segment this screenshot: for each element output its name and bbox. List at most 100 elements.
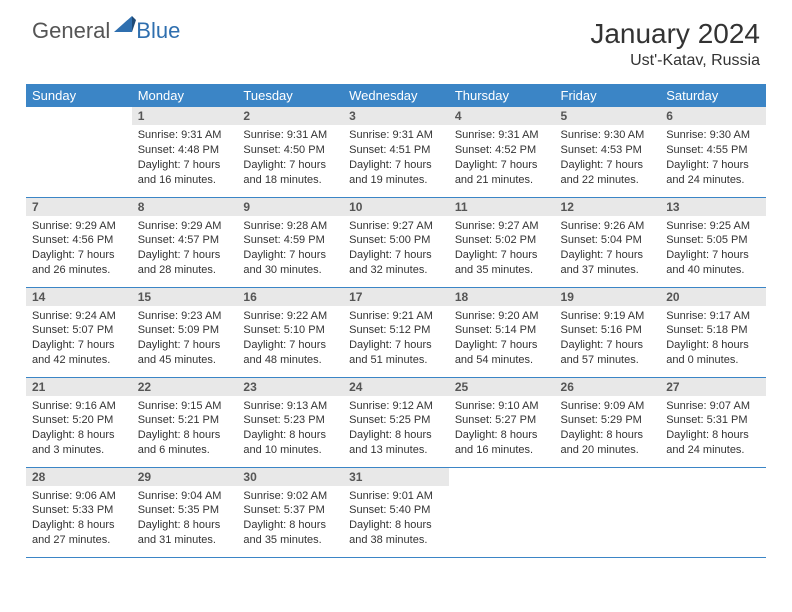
weekday-header: Saturday: [660, 84, 766, 107]
weekday-header: Wednesday: [343, 84, 449, 107]
day-content: Sunrise: 9:17 AMSunset: 5:18 PMDaylight:…: [660, 306, 766, 371]
logo-text-blue: Blue: [136, 18, 180, 44]
calendar-cell: 1Sunrise: 9:31 AMSunset: 4:48 PMDaylight…: [132, 107, 238, 197]
day-number: 1: [132, 107, 238, 125]
day-content: Sunrise: 9:13 AMSunset: 5:23 PMDaylight:…: [237, 396, 343, 461]
calendar-week-row: 7Sunrise: 9:29 AMSunset: 4:56 PMDaylight…: [26, 197, 766, 287]
day-number: 12: [555, 198, 661, 216]
calendar-cell: 11Sunrise: 9:27 AMSunset: 5:02 PMDayligh…: [449, 197, 555, 287]
day-number: 30: [237, 468, 343, 486]
calendar-cell: 8Sunrise: 9:29 AMSunset: 4:57 PMDaylight…: [132, 197, 238, 287]
day-content: Sunrise: 9:21 AMSunset: 5:12 PMDaylight:…: [343, 306, 449, 371]
logo-text-general: General: [32, 18, 110, 44]
day-content: Sunrise: 9:31 AMSunset: 4:52 PMDaylight:…: [449, 125, 555, 190]
calendar-cell: 19Sunrise: 9:19 AMSunset: 5:16 PMDayligh…: [555, 287, 661, 377]
calendar-cell: 3Sunrise: 9:31 AMSunset: 4:51 PMDaylight…: [343, 107, 449, 197]
calendar-cell: 30Sunrise: 9:02 AMSunset: 5:37 PMDayligh…: [237, 467, 343, 557]
day-number: 6: [660, 107, 766, 125]
calendar-cell: 5Sunrise: 9:30 AMSunset: 4:53 PMDaylight…: [555, 107, 661, 197]
calendar-cell: 23Sunrise: 9:13 AMSunset: 5:23 PMDayligh…: [237, 377, 343, 467]
day-content: Sunrise: 9:01 AMSunset: 5:40 PMDaylight:…: [343, 486, 449, 551]
calendar-cell: 7Sunrise: 9:29 AMSunset: 4:56 PMDaylight…: [26, 197, 132, 287]
calendar-cell: 16Sunrise: 9:22 AMSunset: 5:10 PMDayligh…: [237, 287, 343, 377]
day-number: 3: [343, 107, 449, 125]
calendar-week-row: 1Sunrise: 9:31 AMSunset: 4:48 PMDaylight…: [26, 107, 766, 197]
calendar-week-row: 14Sunrise: 9:24 AMSunset: 5:07 PMDayligh…: [26, 287, 766, 377]
day-content: Sunrise: 9:12 AMSunset: 5:25 PMDaylight:…: [343, 396, 449, 461]
day-content: Sunrise: 9:10 AMSunset: 5:27 PMDaylight:…: [449, 396, 555, 461]
day-number: 13: [660, 198, 766, 216]
day-number: 21: [26, 378, 132, 396]
day-content: Sunrise: 9:30 AMSunset: 4:53 PMDaylight:…: [555, 125, 661, 190]
day-content: Sunrise: 9:22 AMSunset: 5:10 PMDaylight:…: [237, 306, 343, 371]
day-number: 15: [132, 288, 238, 306]
calendar-cell: 2Sunrise: 9:31 AMSunset: 4:50 PMDaylight…: [237, 107, 343, 197]
day-content: Sunrise: 9:04 AMSunset: 5:35 PMDaylight:…: [132, 486, 238, 551]
day-number: 7: [26, 198, 132, 216]
day-number: 20: [660, 288, 766, 306]
calendar-cell: 17Sunrise: 9:21 AMSunset: 5:12 PMDayligh…: [343, 287, 449, 377]
day-content: Sunrise: 9:30 AMSunset: 4:55 PMDaylight:…: [660, 125, 766, 190]
day-number: 25: [449, 378, 555, 396]
calendar-cell: 6Sunrise: 9:30 AMSunset: 4:55 PMDaylight…: [660, 107, 766, 197]
calendar-cell: 28Sunrise: 9:06 AMSunset: 5:33 PMDayligh…: [26, 467, 132, 557]
calendar-week-row: 21Sunrise: 9:16 AMSunset: 5:20 PMDayligh…: [26, 377, 766, 467]
calendar-cell: 21Sunrise: 9:16 AMSunset: 5:20 PMDayligh…: [26, 377, 132, 467]
day-content: Sunrise: 9:27 AMSunset: 5:00 PMDaylight:…: [343, 216, 449, 281]
day-number: 27: [660, 378, 766, 396]
day-number: 4: [449, 107, 555, 125]
day-content: Sunrise: 9:31 AMSunset: 4:48 PMDaylight:…: [132, 125, 238, 190]
page-title: January 2024: [590, 18, 760, 50]
day-content: Sunrise: 9:06 AMSunset: 5:33 PMDaylight:…: [26, 486, 132, 551]
triangle-icon: [114, 16, 136, 39]
calendar-cell: 20Sunrise: 9:17 AMSunset: 5:18 PMDayligh…: [660, 287, 766, 377]
day-number: 14: [26, 288, 132, 306]
day-content: Sunrise: 9:20 AMSunset: 5:14 PMDaylight:…: [449, 306, 555, 371]
day-number: 2: [237, 107, 343, 125]
day-content: Sunrise: 9:31 AMSunset: 4:51 PMDaylight:…: [343, 125, 449, 190]
calendar-cell: 9Sunrise: 9:28 AMSunset: 4:59 PMDaylight…: [237, 197, 343, 287]
day-content: Sunrise: 9:31 AMSunset: 4:50 PMDaylight:…: [237, 125, 343, 190]
calendar-header-row: SundayMondayTuesdayWednesdayThursdayFrid…: [26, 84, 766, 107]
day-content: Sunrise: 9:29 AMSunset: 4:57 PMDaylight:…: [132, 216, 238, 281]
calendar-week-row: 28Sunrise: 9:06 AMSunset: 5:33 PMDayligh…: [26, 467, 766, 557]
weekday-header: Monday: [132, 84, 238, 107]
calendar-cell: 29Sunrise: 9:04 AMSunset: 5:35 PMDayligh…: [132, 467, 238, 557]
day-number: 17: [343, 288, 449, 306]
weekday-header: Sunday: [26, 84, 132, 107]
day-number: 5: [555, 107, 661, 125]
day-content: Sunrise: 9:07 AMSunset: 5:31 PMDaylight:…: [660, 396, 766, 461]
day-content: Sunrise: 9:28 AMSunset: 4:59 PMDaylight:…: [237, 216, 343, 281]
calendar-cell: 27Sunrise: 9:07 AMSunset: 5:31 PMDayligh…: [660, 377, 766, 467]
weekday-header: Friday: [555, 84, 661, 107]
calendar-cell: 13Sunrise: 9:25 AMSunset: 5:05 PMDayligh…: [660, 197, 766, 287]
day-content: Sunrise: 9:27 AMSunset: 5:02 PMDaylight:…: [449, 216, 555, 281]
logo: General Blue: [32, 18, 180, 44]
calendar-cell: 22Sunrise: 9:15 AMSunset: 5:21 PMDayligh…: [132, 377, 238, 467]
location-label: Ust'-Katav, Russia: [590, 52, 760, 70]
calendar-cell: 15Sunrise: 9:23 AMSunset: 5:09 PMDayligh…: [132, 287, 238, 377]
day-content: Sunrise: 9:19 AMSunset: 5:16 PMDaylight:…: [555, 306, 661, 371]
day-content: Sunrise: 9:09 AMSunset: 5:29 PMDaylight:…: [555, 396, 661, 461]
calendar-table: SundayMondayTuesdayWednesdayThursdayFrid…: [26, 84, 766, 558]
day-number: 16: [237, 288, 343, 306]
calendar-cell: [660, 467, 766, 557]
calendar-cell: 10Sunrise: 9:27 AMSunset: 5:00 PMDayligh…: [343, 197, 449, 287]
day-number: 28: [26, 468, 132, 486]
day-number: 8: [132, 198, 238, 216]
day-number: 26: [555, 378, 661, 396]
weekday-header: Tuesday: [237, 84, 343, 107]
day-content: Sunrise: 9:24 AMSunset: 5:07 PMDaylight:…: [26, 306, 132, 371]
day-content: Sunrise: 9:02 AMSunset: 5:37 PMDaylight:…: [237, 486, 343, 551]
calendar-cell: [26, 107, 132, 197]
calendar-cell: 14Sunrise: 9:24 AMSunset: 5:07 PMDayligh…: [26, 287, 132, 377]
day-number: 31: [343, 468, 449, 486]
calendar-cell: 26Sunrise: 9:09 AMSunset: 5:29 PMDayligh…: [555, 377, 661, 467]
day-number: 18: [449, 288, 555, 306]
calendar-cell: 18Sunrise: 9:20 AMSunset: 5:14 PMDayligh…: [449, 287, 555, 377]
header: General Blue January 2024 Ust'-Katav, Ru…: [0, 0, 792, 78]
calendar-cell: 12Sunrise: 9:26 AMSunset: 5:04 PMDayligh…: [555, 197, 661, 287]
day-number: 19: [555, 288, 661, 306]
title-block: January 2024 Ust'-Katav, Russia: [590, 18, 760, 70]
calendar-cell: 4Sunrise: 9:31 AMSunset: 4:52 PMDaylight…: [449, 107, 555, 197]
